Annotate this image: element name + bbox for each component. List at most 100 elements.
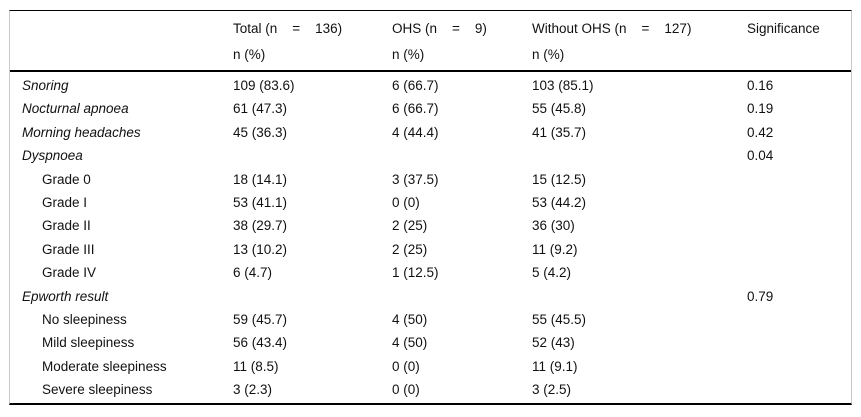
cell-significance	[747, 238, 851, 261]
header-ohs: OHS (n = 9) n (%)	[392, 11, 532, 65]
row-label: Nocturnal apnoea	[22, 101, 129, 117]
cell-ohs	[392, 285, 532, 308]
cell-ohs: 0 (0)	[392, 194, 420, 210]
header-significance-subtitle	[747, 45, 851, 65]
cell-ohs: 4 (44.4)	[392, 124, 439, 140]
row-label: Snoring	[22, 78, 69, 93]
table-row: Grade III 13 (10.2) 2 (25) 11 (9.2)	[10, 238, 851, 261]
row-label: Grade III	[42, 241, 95, 257]
header-without-ohs: Without OHS (n = 127) n (%)	[532, 11, 747, 65]
header-without-ohs-title: Without OHS (n = 127)	[532, 21, 692, 36]
cell-without-ohs: 103 (85.1)	[532, 78, 594, 93]
header-total: Total (n = 136) n (%)	[233, 11, 392, 65]
row-label: Dyspnoea	[22, 148, 83, 164]
symptoms-comparison-table: Total (n = 136) n (%) OHS (n = 9) n (%) …	[9, 10, 852, 405]
cell-total: 11 (8.5)	[233, 358, 279, 374]
row-label: Morning headaches	[22, 124, 141, 140]
cell-without-ohs: 15 (12.5)	[532, 171, 587, 187]
row-label: Grade 0	[42, 171, 91, 187]
cell-without-ohs	[532, 285, 747, 308]
header-total-title: Total (n = 136)	[233, 21, 343, 36]
row-label: Epworth result	[22, 288, 109, 304]
row-label: Grade I	[42, 194, 88, 210]
cell-significance	[747, 355, 851, 378]
cell-total: 59 (45.7)	[233, 311, 288, 327]
cell-significance	[747, 168, 851, 191]
cell-significance: 0.19	[747, 101, 774, 117]
cell-without-ohs: 5 (4.2)	[532, 265, 572, 281]
cell-significance	[747, 191, 851, 214]
cell-without-ohs: 11 (9.2)	[532, 241, 578, 257]
cell-without-ohs: 55 (45.5)	[532, 311, 587, 327]
row-label: Grade II	[42, 218, 91, 234]
row-label: Mild sleepiness	[42, 335, 135, 351]
table-row: Dyspnoea 0.04	[10, 144, 851, 167]
table-row: Grade IV 6 (4.7) 1 (12.5) 5 (4.2)	[10, 261, 851, 284]
cell-significance: 0.42	[747, 124, 774, 140]
cell-total: 45 (36.3)	[233, 124, 288, 140]
cell-ohs: 4 (50)	[392, 335, 428, 351]
cell-total: 38 (29.7)	[233, 218, 288, 234]
cell-total: 53 (41.1)	[233, 194, 288, 210]
row-label: No sleepiness	[42, 311, 127, 327]
cell-total: 18 (14.1)	[233, 171, 288, 187]
cell-total: 3 (2.3)	[233, 382, 273, 398]
cell-significance	[747, 261, 851, 284]
cell-significance: 0.04	[747, 148, 774, 164]
table-header: Total (n = 136) n (%) OHS (n = 9) n (%) …	[10, 11, 851, 72]
cell-significance: 0.79	[747, 288, 774, 304]
cell-ohs: 6 (66.7)	[392, 78, 439, 93]
cell-total	[233, 144, 392, 167]
cell-total: 13 (10.2)	[233, 241, 288, 257]
header-ohs-subtitle: n (%)	[392, 47, 425, 62]
table-row: Epworth result 0.79	[10, 285, 851, 308]
row-label: Moderate sleepiness	[42, 358, 167, 374]
table-row: Grade II 38 (29.7) 2 (25) 36 (30)	[10, 214, 851, 237]
cell-total: 109 (83.6)	[233, 78, 295, 93]
table-row: Severe sleepiness 3 (2.3) 0 (0) 3 (2.5)	[10, 378, 851, 401]
header-row: Total (n = 136) n (%) OHS (n = 9) n (%) …	[10, 11, 851, 65]
cell-ohs: 2 (25)	[392, 241, 428, 257]
header-ohs-title: OHS (n = 9)	[392, 21, 487, 36]
table-row: Grade 0 18 (14.1) 3 (37.5) 15 (12.5)	[10, 168, 851, 191]
table-row: Mild sleepiness 56 (43.4) 4 (50) 52 (43)	[10, 331, 851, 354]
cell-without-ohs: 53 (44.2)	[532, 194, 587, 210]
cell-total	[233, 285, 392, 308]
header-without-ohs-subtitle: n (%)	[532, 47, 565, 62]
cell-without-ohs: 41 (35.7)	[532, 124, 587, 140]
cell-significance	[747, 308, 851, 331]
cell-without-ohs: 3 (2.5)	[532, 382, 572, 398]
cell-ohs: 0 (0)	[392, 358, 420, 374]
cell-ohs	[392, 144, 532, 167]
cell-significance	[747, 331, 851, 354]
table-body: Snoring 109 (83.6) 6 (66.7) 103 (85.1) 0.16 N…	[10, 72, 851, 401]
cell-without-ohs: 11 (9.1)	[532, 358, 578, 374]
table-row: Nocturnal apnoea 61 (47.3) 6 (66.7) 55 (45.…	[10, 97, 851, 120]
cell-total: 6 (4.7)	[233, 265, 273, 281]
table-row: Moderate sleepiness 11 (8.5) 0 (0) 11 (9.1)	[10, 355, 851, 378]
cell-ohs: 6 (66.7)	[392, 101, 439, 117]
header-total-subtitle: n (%)	[233, 47, 266, 62]
table-row: Snoring 109 (83.6) 6 (66.7) 103 (85.1) 0.16	[10, 74, 851, 97]
table-row: Grade I 53 (41.1) 0 (0) 53 (44.2)	[10, 191, 851, 214]
cell-significance	[747, 378, 851, 401]
row-label: Severe sleepiness	[42, 382, 153, 398]
cell-total: 61 (47.3)	[233, 101, 288, 117]
row-label: Grade IV	[42, 265, 97, 281]
cell-ohs: 0 (0)	[392, 382, 420, 398]
cell-without-ohs: 52 (43)	[532, 335, 575, 351]
cell-ohs: 1 (12.5)	[392, 265, 439, 281]
header-significance-title: Significance	[747, 21, 820, 36]
cell-without-ohs	[532, 144, 747, 167]
cell-without-ohs: 36 (30)	[532, 218, 575, 234]
header-empty-cell	[10, 11, 233, 65]
cell-without-ohs: 55 (45.8)	[532, 101, 587, 117]
cell-significance	[747, 214, 851, 237]
cell-ohs: 2 (25)	[392, 218, 428, 234]
cell-total: 56 (43.4)	[233, 335, 288, 351]
table-row: No sleepiness 59 (45.7) 4 (50) 55 (45.5)	[10, 308, 851, 331]
table-row: Morning headaches 45 (36.3) 4 (44.4) 41 (35…	[10, 121, 851, 144]
cell-ohs: 3 (37.5)	[392, 171, 439, 187]
header-significance: Significance	[747, 11, 851, 65]
